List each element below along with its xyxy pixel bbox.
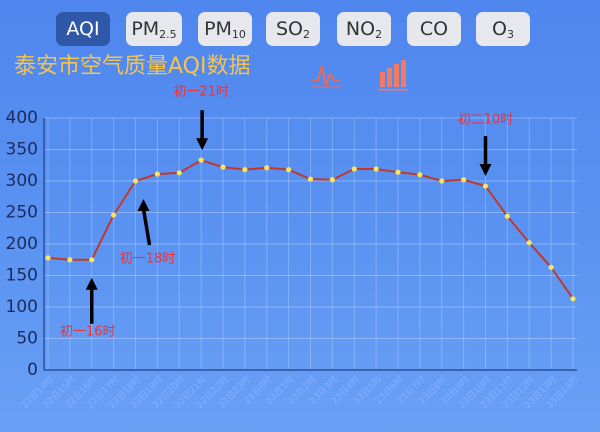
annotation-arrowhead (137, 199, 150, 211)
annotation-arrowhead (479, 164, 492, 177)
y-tick-label: 300 (6, 171, 38, 191)
annotation-arrowhead (196, 138, 209, 151)
tab-subscript: 3 (506, 27, 514, 41)
tab[interactable]: NO 2 (337, 12, 391, 46)
annotation-text: 初一21时 (173, 85, 229, 100)
data-point (504, 213, 510, 219)
tab[interactable]: SO 2 (266, 12, 320, 46)
y-tick-label: 250 (6, 203, 38, 223)
tab-label: AQI (66, 18, 100, 40)
data-point (439, 178, 445, 184)
y-tick-label: 200 (6, 234, 38, 254)
data-point (220, 164, 226, 170)
data-point (526, 240, 532, 246)
annotation-arrow (141, 208, 152, 246)
annotation-text: 初一16时 (60, 324, 116, 339)
tab-label: PM (204, 18, 232, 40)
tab-label: SO (275, 18, 303, 40)
chart-title: 泰安市空气质量AQI数据 (14, 54, 250, 79)
data-point (286, 167, 292, 173)
data-point (154, 171, 160, 177)
tab[interactable]: PM 2.5 (126, 12, 182, 46)
tab-label: NO (345, 18, 376, 40)
data-point (198, 157, 204, 163)
tab-label: PM (131, 18, 160, 40)
data-point (482, 183, 489, 189)
data-point (264, 165, 270, 171)
tab[interactable]: CO (407, 12, 461, 46)
data-point (45, 255, 51, 261)
data-point (67, 257, 73, 263)
data-point (417, 172, 423, 178)
data-point (89, 257, 95, 263)
annotation-text: 初一18时 (120, 252, 176, 267)
tab-subscript: 2 (303, 27, 310, 41)
data-point (176, 170, 182, 176)
data-point (373, 166, 379, 172)
line-chart-icon[interactable] (312, 65, 342, 90)
y-tick-label: 400 (6, 108, 38, 128)
tab-subscript: 10 (231, 27, 246, 41)
data-point (132, 178, 139, 184)
y-tick-label: 0 (27, 360, 38, 380)
annotation-arrowhead (85, 277, 98, 290)
annotation-text: 初二10时 (458, 113, 514, 128)
data-point (395, 169, 401, 175)
y-tick-label: 50 (16, 329, 38, 349)
y-tick-label: 350 (6, 140, 38, 160)
tab[interactable]: PM 10 (198, 12, 252, 46)
tab-label: CO (419, 18, 449, 40)
tab-subscript: 2 (375, 27, 383, 41)
data-point (329, 177, 335, 183)
data-point (461, 177, 467, 183)
data-point (570, 296, 576, 302)
tab-label: O (492, 18, 507, 40)
bar-chart-icon[interactable] (378, 60, 408, 91)
data-point (242, 167, 248, 173)
tab[interactable]: AQI (56, 12, 110, 46)
data-point (307, 176, 314, 182)
tab-subscript: 2.5 (159, 27, 177, 41)
y-tick-label: 150 (6, 266, 38, 286)
data-point (548, 264, 554, 270)
y-tick-label: 100 (6, 297, 38, 317)
data-point (351, 166, 357, 172)
data-point (111, 212, 117, 218)
